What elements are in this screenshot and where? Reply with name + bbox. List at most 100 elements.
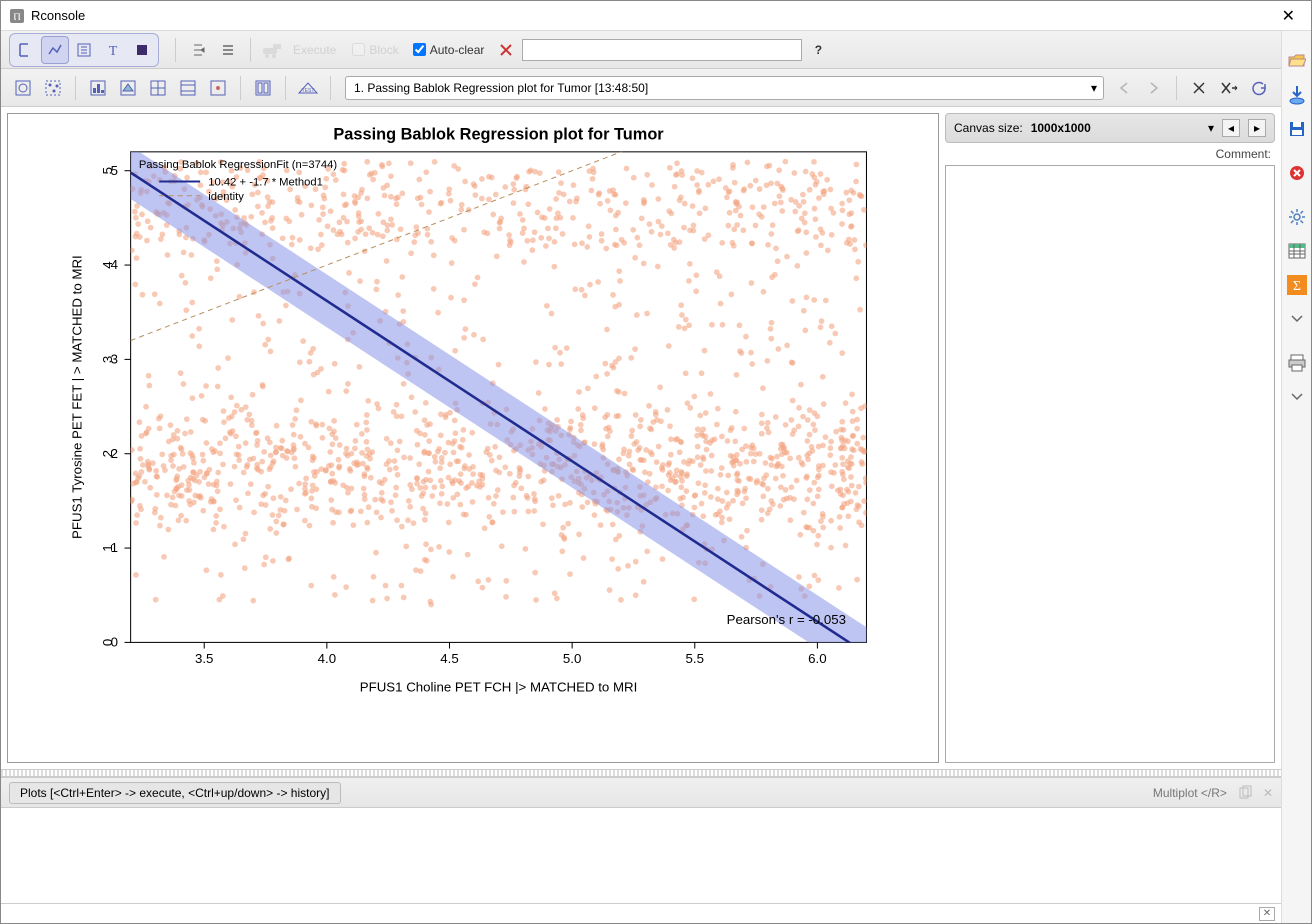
toolbar-secondary: TEST 1. Passing Bablok Regression plot f…	[1, 69, 1281, 107]
indent-icon[interactable]	[184, 36, 212, 64]
svg-text:identity: identity	[208, 191, 244, 203]
chart-type1-icon[interactable]	[84, 74, 112, 102]
canvas-next-button[interactable]: ▸	[1248, 119, 1266, 137]
refresh-icon[interactable]	[1245, 74, 1273, 102]
mode-text-icon[interactable]: T	[99, 36, 127, 64]
svg-text:6.0: 6.0	[808, 651, 826, 666]
svg-text:PFUS1 Tyrosine PET FET | > MAT: PFUS1 Tyrosine PET FET | > MATCHED to MR…	[70, 255, 85, 539]
command-input[interactable]	[522, 39, 802, 61]
titlebar: Ⲡ Rconsole ✕	[1, 1, 1311, 31]
svg-text:0: 0	[100, 639, 115, 646]
svg-text:3.5: 3.5	[195, 651, 213, 666]
svg-text:Passing Bablok Regression plot: Passing Bablok Regression plot for Tumor	[333, 126, 664, 144]
svg-text:T: T	[109, 44, 118, 58]
chevron-down-icon[interactable]: ▾	[1208, 121, 1214, 135]
console-area[interactable]	[1, 807, 1281, 903]
svg-text:5.0: 5.0	[563, 651, 581, 666]
multiplot-label: Multiplot </R>	[1153, 786, 1227, 800]
svg-text:1: 1	[100, 544, 115, 551]
chart-type3-icon[interactable]	[144, 74, 172, 102]
plots-tab[interactable]: Plots [<Ctrl+Enter> -> execute, <Ctrl+up…	[9, 782, 341, 804]
side-panel: Canvas size: 1000x1000 ▾ ◂ ▸ Comment:	[945, 113, 1275, 763]
import-icon[interactable]	[1287, 85, 1307, 105]
window-close-button[interactable]: ✕	[1274, 2, 1303, 30]
delete-plot-icon[interactable]	[1185, 74, 1213, 102]
zoom-region-icon[interactable]	[39, 74, 67, 102]
autoclear-check-input[interactable]	[413, 43, 426, 56]
clear-x-icon[interactable]	[492, 36, 520, 64]
bottom-tab-bar: Plots [<Ctrl+Enter> -> execute, <Ctrl+up…	[1, 777, 1281, 807]
delete-all-icon[interactable]	[1215, 74, 1243, 102]
block-check-input	[352, 43, 365, 56]
canvas-prev-button[interactable]: ◂	[1222, 119, 1240, 137]
toolbar-sep	[285, 76, 286, 100]
plot-panel: Passing Bablok Regression plot for Tumor…	[7, 113, 939, 763]
more2-icon[interactable]	[1287, 387, 1307, 407]
regression-chart: Passing Bablok Regression plot for Tumor…	[8, 114, 938, 762]
sigma-icon[interactable]: Σ	[1287, 275, 1307, 295]
help-button[interactable]: ?	[804, 36, 832, 64]
zoom-fit-icon[interactable]	[9, 74, 37, 102]
svg-text:Σ: Σ	[1292, 279, 1300, 294]
window-title: Rconsole	[31, 8, 1274, 23]
right-sidebar: Σ	[1281, 31, 1311, 923]
list-icon[interactable]	[214, 36, 242, 64]
statusbar: ✕	[1, 903, 1281, 923]
copy-icon[interactable]	[1237, 785, 1253, 801]
toolbar-primary: T Execute Block Auto-clear	[1, 31, 1281, 69]
nav-next-icon	[1140, 74, 1168, 102]
main-row: T Execute Block Auto-clear	[1, 31, 1311, 923]
mode-fill-icon[interactable]	[128, 36, 156, 64]
comment-label: Comment:	[945, 147, 1275, 161]
layout-icon[interactable]	[249, 74, 277, 102]
toolbar-sep	[1176, 76, 1177, 100]
block-label: Block	[369, 43, 398, 57]
table-icon[interactable]	[1287, 241, 1307, 261]
svg-text:PFUS1 Choline PET FCH |> MATCH: PFUS1 Choline PET FCH |> MATCHED to MRI	[360, 679, 638, 694]
toolbar-sep	[75, 76, 76, 100]
close-tab-icon[interactable]: ✕	[1263, 786, 1273, 800]
svg-text:Passing Bablok RegressionFit (: Passing Bablok RegressionFit (n=3744)	[139, 159, 338, 171]
chart-type5-icon[interactable]	[204, 74, 232, 102]
autoclear-label: Auto-clear	[430, 43, 485, 57]
gear-icon[interactable]	[1287, 207, 1307, 227]
help-label: ?	[815, 43, 822, 57]
statusbar-close-icon[interactable]: ✕	[1259, 907, 1275, 921]
app-icon: Ⲡ	[9, 8, 25, 24]
bottom-right-info: Multiplot </R> ✕	[1153, 785, 1273, 801]
save-icon[interactable]	[1287, 119, 1307, 139]
content-row: Passing Bablok Regression plot for Tumor…	[1, 107, 1281, 769]
execute-icon	[259, 36, 287, 64]
mode-chart-icon[interactable]	[41, 36, 69, 64]
open-folder-icon[interactable]	[1287, 51, 1307, 71]
svg-text:Ⲡ: Ⲡ	[13, 12, 20, 23]
autoclear-checkbox[interactable]: Auto-clear	[413, 43, 485, 57]
test-icon[interactable]: TEST	[294, 74, 322, 102]
splitter-handle[interactable]	[1, 769, 1281, 777]
more-icon[interactable]	[1287, 309, 1307, 329]
mode-cursor-icon[interactable]	[12, 36, 40, 64]
svg-text:4: 4	[100, 261, 115, 268]
toolbar-sep	[240, 76, 241, 100]
plot-selector-dropdown[interactable]: 1. Passing Bablok Regression plot for Tu…	[345, 76, 1104, 100]
svg-text:5: 5	[100, 167, 115, 174]
svg-text:5.5: 5.5	[686, 651, 704, 666]
plots-tab-label: Plots [<Ctrl+Enter> -> execute, <Ctrl+up…	[20, 786, 330, 800]
comment-textarea[interactable]	[945, 165, 1275, 763]
toolbar-sep	[250, 38, 251, 62]
canvas-size-value: 1000x1000	[1031, 121, 1200, 135]
svg-text:2: 2	[100, 450, 115, 457]
print-icon[interactable]	[1287, 353, 1307, 373]
svg-text:TEST: TEST	[302, 88, 315, 94]
execute-label: Execute	[293, 43, 336, 57]
chevron-down-icon: ▾	[1091, 81, 1097, 95]
svg-text:Pearson's r = -0.053: Pearson's r = -0.053	[727, 612, 846, 627]
chart-type4-icon[interactable]	[174, 74, 202, 102]
mode-notes-icon[interactable]	[70, 36, 98, 64]
svg-text:4.5: 4.5	[440, 651, 458, 666]
canvas-size-label: Canvas size:	[954, 121, 1023, 135]
left-column: T Execute Block Auto-clear	[1, 31, 1281, 923]
cancel-icon[interactable]	[1287, 163, 1307, 183]
svg-text:4.0: 4.0	[318, 651, 336, 666]
chart-type2-icon[interactable]	[114, 74, 142, 102]
